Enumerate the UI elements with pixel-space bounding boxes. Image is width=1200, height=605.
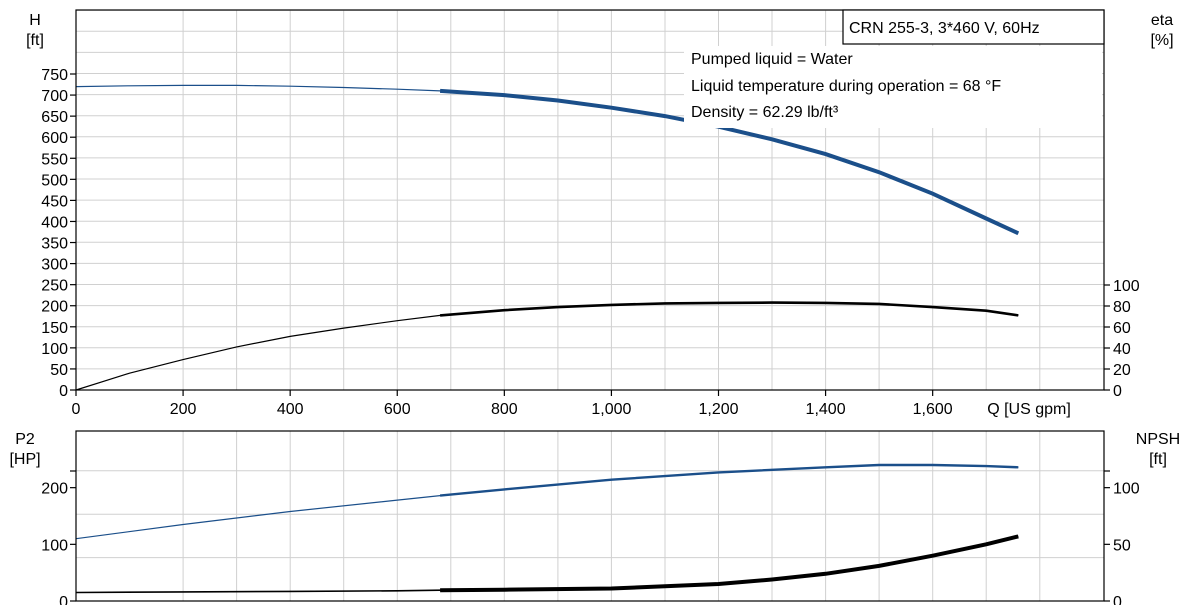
power-curve-operating xyxy=(439,463,1019,497)
head-curve-operating xyxy=(439,88,1020,236)
npsh-axis-tick-label: 0 xyxy=(1113,594,1122,605)
info-text-background xyxy=(684,46,1102,128)
head-axis-tick-label: 150 xyxy=(41,320,68,337)
head-axis-tick-label: 700 xyxy=(41,88,68,105)
npsh-axis-label: NPSH xyxy=(1136,431,1180,448)
head-axis-tick-label: 600 xyxy=(41,130,68,147)
head-axis-tick-label: 450 xyxy=(41,193,68,210)
power-curve xyxy=(75,464,1019,540)
eta-axis-tick-label: 60 xyxy=(1113,320,1131,337)
x-tick-label: 1,400 xyxy=(806,401,846,418)
head-axis-tick-label: 550 xyxy=(41,151,68,168)
head-axis-tick-label: 400 xyxy=(41,214,68,231)
flow-axis-label: Q [US gpm] xyxy=(987,401,1071,418)
info-line-temperature: Liquid temperature during operation = 68… xyxy=(691,78,1001,95)
efficiency-curve xyxy=(75,301,1019,391)
head-axis-tick-label: 650 xyxy=(41,109,68,126)
lower-plot-frame xyxy=(75,430,1105,602)
head-axis-tick-label: 750 xyxy=(41,67,68,84)
info-line-density: Density = 62.29 lb/ft³ xyxy=(691,104,839,121)
power-axis-label: P2 xyxy=(15,431,35,448)
head-axis-tick-label: 250 xyxy=(41,278,68,295)
head-axis-tick-label: 300 xyxy=(41,257,68,274)
x-tick-label: 1,000 xyxy=(591,401,631,418)
eta-axis-tick-label: 20 xyxy=(1113,362,1131,379)
x-tick-label: 200 xyxy=(170,401,197,418)
x-tick-label: 400 xyxy=(277,401,304,418)
head-axis-tick-label: 50 xyxy=(50,362,68,379)
eta-axis-unit: [%] xyxy=(1150,32,1173,49)
head-axis-label: H xyxy=(29,12,41,29)
curve-layer xyxy=(75,84,1020,594)
npsh-axis-tick-label: 100 xyxy=(1113,481,1140,498)
power-axis-tick-label: 100 xyxy=(41,537,68,554)
grid-layer xyxy=(76,9,1104,601)
info-line-liquid: Pumped liquid = Water xyxy=(691,51,853,68)
power-axis-tick-label: 200 xyxy=(41,481,68,498)
x-tick-label: 1,200 xyxy=(698,401,738,418)
x-tick-label: 800 xyxy=(491,401,518,418)
eta-axis-tick-label: 80 xyxy=(1113,299,1131,316)
info-box xyxy=(842,9,1105,45)
head-axis-tick-label: 350 xyxy=(41,236,68,253)
tick-layer: 0 200 400 600 800 1,000 1,200 1,400 1,6000501001… xyxy=(41,67,1140,605)
info-box-title: CRN 255-3, 3*460 V, 60Hz xyxy=(849,20,1040,37)
power-axis-tick-label: 0 xyxy=(59,594,68,605)
npsh-axis-unit: [ft] xyxy=(1149,451,1167,468)
head-axis-tick-label: 500 xyxy=(41,172,68,189)
x-tick-label: 1,600 xyxy=(913,401,953,418)
eta-axis-tick-label: 100 xyxy=(1113,278,1140,295)
eta-axis-tick-label: 40 xyxy=(1113,341,1131,358)
power-axis-unit: [HP] xyxy=(9,451,40,468)
head-axis-unit: [ft] xyxy=(26,32,44,49)
head-axis-tick-label: 200 xyxy=(41,299,68,316)
npsh-axis-tick-label: 50 xyxy=(1113,537,1131,554)
head-axis-tick-label: 0 xyxy=(59,383,68,400)
npsh-curve-operating xyxy=(440,534,1019,593)
head-axis-tick-label: 100 xyxy=(41,341,68,358)
eta-axis-label: eta xyxy=(1151,12,1173,29)
x-tick-label: 0 xyxy=(72,401,81,418)
efficiency-curve-operating xyxy=(439,301,1019,317)
x-tick-label: 600 xyxy=(384,401,411,418)
eta-axis-tick-label: 0 xyxy=(1113,383,1122,400)
